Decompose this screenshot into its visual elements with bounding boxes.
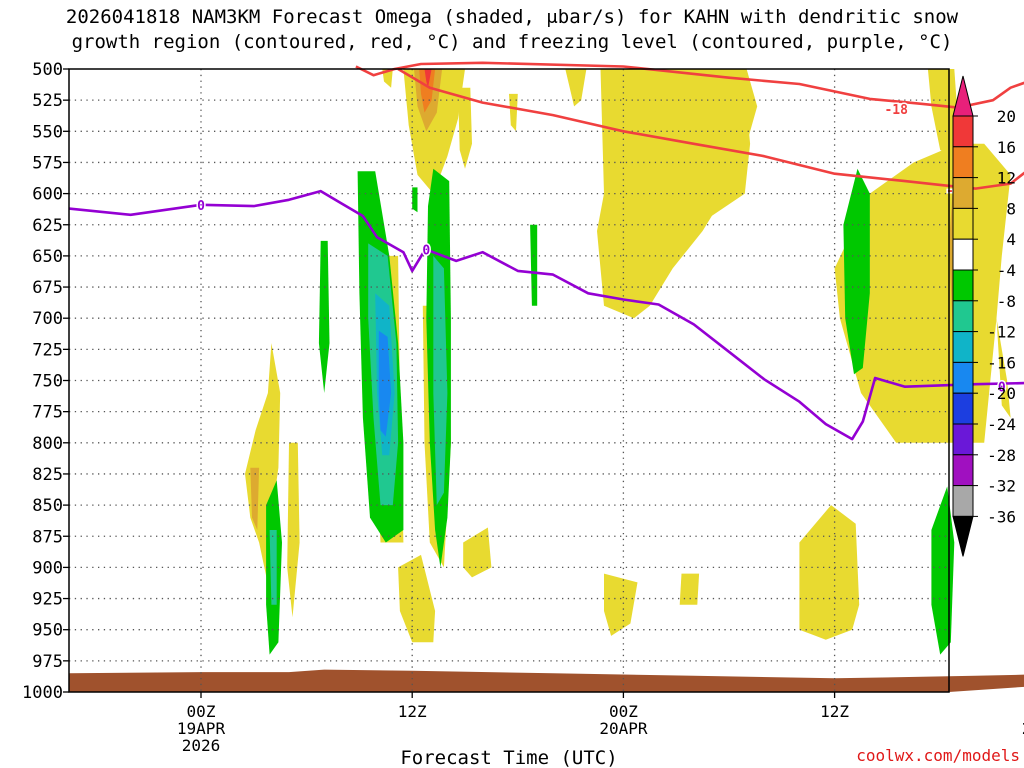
omega-region	[382, 69, 393, 88]
colorbar-bin	[952, 269, 974, 302]
colorbar-bin	[952, 300, 974, 333]
colorbar-label: 8	[1006, 199, 1016, 218]
y-tick-label: 525	[32, 91, 63, 111]
x-tick-label: 00Z	[187, 702, 216, 721]
omega-region	[658, 69, 751, 219]
colorbar-label: -20	[987, 384, 1016, 403]
colorbar-label: -16	[987, 353, 1016, 372]
y-tick-label: 550	[32, 122, 63, 142]
y-tick-label: 950	[32, 621, 63, 641]
colorbar-bin	[952, 485, 974, 517]
colorbar-bin	[952, 115, 974, 148]
omega-region	[931, 486, 955, 655]
y-tick-label: 675	[32, 278, 63, 298]
y-tick-label: 825	[32, 465, 63, 485]
contour-layer: 0 0 0 -12 -18	[68, 61, 1024, 441]
y-tick-label: 750	[32, 372, 63, 392]
time-axis: 00Z19APR202612Z00Z20APR12Z00Z21APR	[177, 692, 1024, 755]
x-tick-label: 20APR	[599, 719, 648, 738]
omega-region	[679, 573, 700, 605]
y-tick-label: 700	[32, 309, 63, 329]
contour-line	[397, 67, 1024, 190]
omega-region	[245, 343, 281, 593]
omega-region	[509, 93, 518, 132]
y-tick-label: 725	[32, 340, 63, 360]
omega-region	[424, 69, 432, 88]
x-axis-title: Forecast Time (UTC)	[400, 747, 617, 768]
x-tick-label: 21APR	[1022, 719, 1024, 738]
y-tick-label: 625	[32, 216, 63, 236]
y-tick-label: 500	[32, 60, 63, 80]
omega-region	[287, 442, 300, 618]
colorbar-bin	[952, 423, 974, 456]
contour-label: 0	[197, 199, 205, 214]
y-tick-label: 875	[32, 527, 63, 547]
contour-label: 0	[422, 244, 430, 259]
colorbar-bin	[952, 238, 974, 271]
colorbar-label: -36	[987, 507, 1016, 526]
omega-region	[412, 187, 418, 213]
omega-region	[530, 224, 538, 306]
y-tick-label: 975	[32, 652, 63, 672]
colorbar-bin	[952, 177, 974, 209]
omega-colorbar: 20 16 12 8 4 -4 -8 -12 -16 -20 -24 -28 -32 -36	[952, 75, 1016, 557]
colorbar-label: -28	[987, 446, 1016, 465]
chart-title-line-2: growth region (contoured, red, °C) and f…	[71, 31, 953, 53]
colorbar-label: 12	[997, 169, 1016, 188]
colorbar-label: -4	[997, 261, 1016, 280]
omega-region	[927, 69, 958, 157]
omega-region	[419, 69, 436, 113]
x-tick-label: 12Z	[820, 702, 849, 721]
omega-region	[318, 240, 330, 393]
colorbar-label: -8	[997, 292, 1016, 311]
omega-region	[463, 527, 492, 578]
omega-region	[604, 573, 638, 636]
omega-shading-layer	[245, 69, 1011, 655]
contour-label: -18	[884, 103, 908, 118]
chart-title-line-1: 2026041818 NAM3KM Forecast Omega (shaded…	[65, 6, 959, 28]
omega-region	[250, 467, 260, 530]
y-tick-label: 925	[32, 590, 63, 610]
y-tick-label: 575	[32, 153, 63, 173]
colorbar-label: 4	[1006, 230, 1016, 249]
colorbar-bin	[952, 361, 974, 394]
y-tick-label: 900	[32, 558, 63, 578]
omega-region	[565, 69, 587, 107]
y-tick-label: 1000	[22, 683, 63, 703]
y-tick-label: 600	[32, 185, 63, 205]
colorbar-label: 20	[997, 107, 1016, 126]
x-tick-label: 00Z	[609, 702, 638, 721]
colorbar-label: 16	[997, 138, 1016, 157]
colorbar-bin	[952, 146, 974, 179]
y-tick-label: 650	[32, 247, 63, 267]
colorbar-label: -12	[987, 323, 1016, 342]
omega-region	[378, 330, 392, 437]
colorbar-label: -24	[987, 415, 1016, 434]
credit-text[interactable]: coolwx.com/models	[856, 746, 1020, 765]
ground-layer	[69, 669, 1024, 692]
colorbar-bin	[952, 454, 974, 487]
omega-region	[398, 554, 436, 643]
contour-label: 0	[998, 381, 1006, 396]
colorbar-bin	[952, 331, 974, 363]
colorbar-arrow-bottom	[952, 515, 974, 557]
x-tick-label: 12Z	[398, 702, 427, 721]
colorbar-bin	[952, 392, 974, 425]
pressure-axis: 500 525 550 575 600 625 650 675 700 725 750 775 800 8…	[22, 60, 69, 703]
y-tick-label: 850	[32, 496, 63, 516]
x-tick-label: 19APR	[177, 719, 226, 738]
y-tick-label: 775	[32, 403, 63, 423]
x-tick-label: 2026	[182, 736, 221, 755]
contour-line	[68, 189, 1024, 441]
y-tick-label: 800	[32, 434, 63, 454]
contour-line	[355, 61, 1024, 109]
omega-region	[458, 87, 472, 169]
omega-region	[843, 168, 870, 375]
colorbar-bin	[952, 207, 974, 240]
colorbar-label: -32	[987, 477, 1016, 496]
omega-region	[799, 505, 860, 640]
ground-surface	[69, 669, 1024, 692]
